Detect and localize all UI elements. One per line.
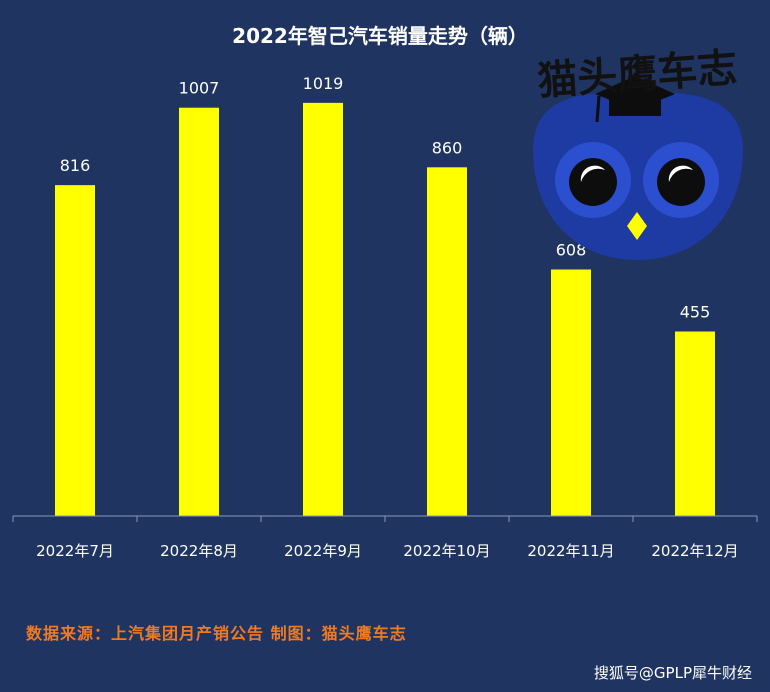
- owl-logo: 猫头鹰车志: [533, 44, 743, 260]
- bar: [55, 185, 95, 516]
- watermark: 搜狐号@GPLP犀牛财经: [593, 664, 752, 682]
- bar: [675, 331, 715, 516]
- data-label: 455: [680, 303, 711, 322]
- data-label: 816: [60, 156, 91, 175]
- x-axis: 2022年7月 2022年8月 2022年9月 2022年10月 2022年11月 202…: [12, 515, 758, 560]
- data-label: 1019: [303, 74, 344, 93]
- x-tick-label: 2022年7月: [36, 542, 114, 560]
- bars-group: [55, 102, 715, 517]
- data-label: 608: [556, 240, 587, 259]
- chart-title: 2022年智己汽车销量走势（辆）: [232, 24, 528, 48]
- x-tick-label: 2022年10月: [403, 542, 490, 560]
- bar: [551, 269, 591, 516]
- owl-with-graduation-cap-icon: [533, 76, 743, 260]
- x-tick-label: 2022年8月: [160, 542, 238, 560]
- source-note: 数据来源：上汽集团月产销公告 制图：猫头鹰车志: [26, 624, 407, 643]
- x-tick-label: 2022年9月: [284, 542, 362, 560]
- x-tick-label: 2022年11月: [527, 542, 614, 560]
- bar: [427, 167, 467, 517]
- bar: [303, 102, 343, 516]
- x-tick-label: 2022年12月: [651, 542, 738, 560]
- data-label: 1007: [179, 79, 220, 98]
- logo-text: 猫头鹰车志: [536, 44, 739, 105]
- data-label: 860: [432, 138, 463, 157]
- value-labels-group: 816 1007 1019 860 608 455: [60, 74, 711, 322]
- bar: [179, 107, 219, 516]
